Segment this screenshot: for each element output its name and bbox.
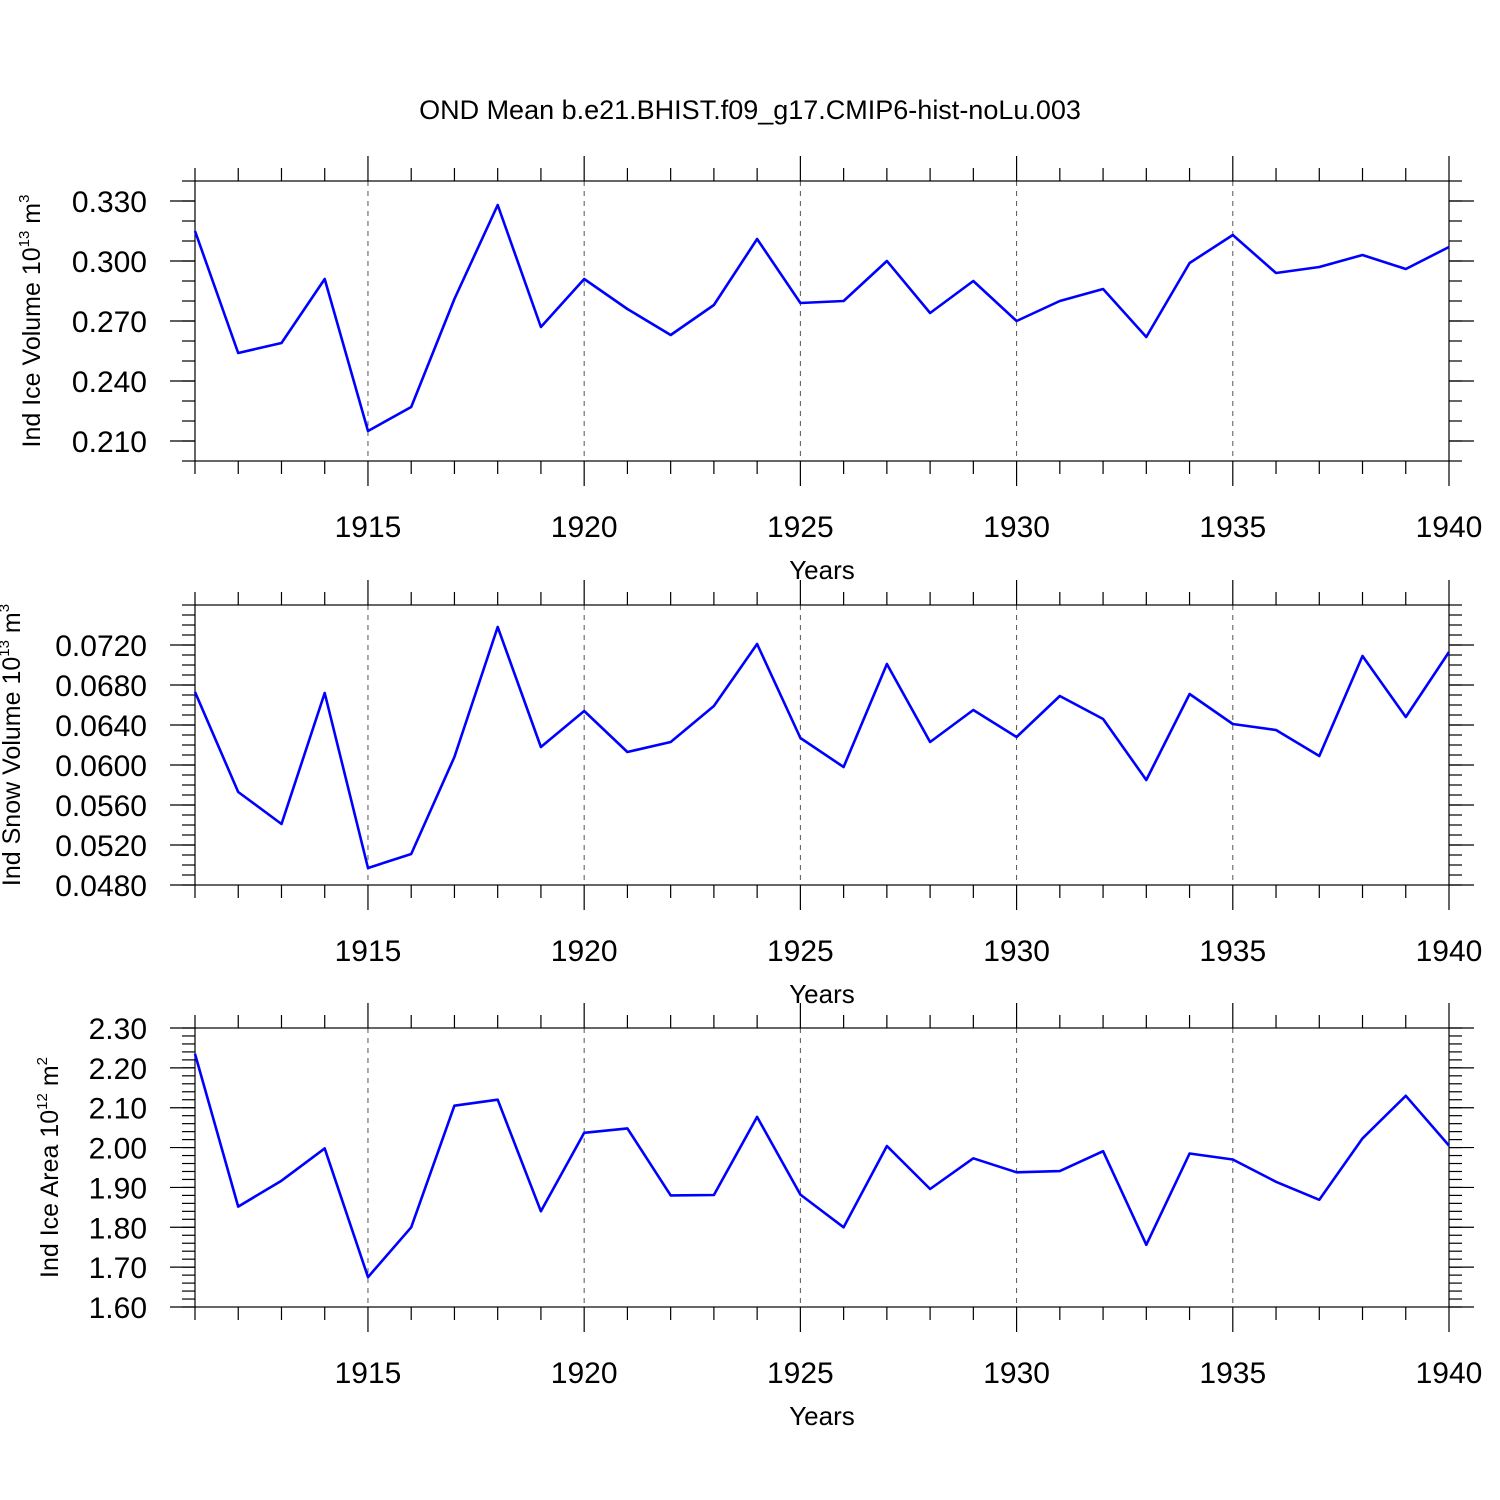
plot-frame: [194, 1027, 1450, 1308]
y-axis-label-exponent: 13: [16, 231, 33, 248]
y-tick-label: 1.90: [89, 1172, 147, 1205]
x-tick-label: 1915: [335, 1357, 402, 1390]
y-axis-label-unit: m: [0, 612, 26, 640]
y-axis-label-exponent: 13: [0, 640, 13, 657]
x-tick-label: 1935: [1199, 1357, 1266, 1390]
y-tick-label: 1.60: [89, 1292, 147, 1325]
plot-frame: [194, 180, 1450, 462]
data-series-line: [193, 1053, 1450, 1279]
x-tick-label: 1920: [551, 1357, 618, 1390]
y-axis-label-main: Ind Snow Volume 10: [0, 657, 26, 886]
y-axis-label-main: Ind Ice Volume 10: [18, 247, 46, 447]
y-tick-label: 0.0600: [55, 750, 147, 783]
x-tick-label: 1925: [767, 511, 834, 544]
x-tick-label: 1925: [767, 1357, 834, 1390]
x-tick-label: 1930: [983, 1357, 1050, 1390]
y-tick-label: 1.80: [89, 1212, 147, 1245]
x-axis-label: Years: [789, 555, 855, 585]
x-tick-label: 1930: [983, 935, 1050, 968]
x-tick-label: 1935: [1199, 511, 1266, 544]
panel-1: 0.210 0.240 0.270 0.300 0.330 1915 1920 1925 193…: [16, 156, 1482, 585]
y-tick-label: 0.240: [72, 366, 147, 399]
x-axis-label: Years: [789, 1401, 855, 1431]
y-axis-label-unit-exponent: 3: [16, 195, 33, 203]
x-tick-label: 1930: [983, 511, 1050, 544]
y-tick-label: 0.0680: [55, 670, 147, 703]
y-axis-label-unit: m: [36, 1065, 64, 1093]
x-tick-label: 1915: [335, 935, 402, 968]
x-tick-label: 1920: [551, 511, 618, 544]
y-tick-label: 0.0720: [55, 630, 147, 663]
y-tick-label: 0.270: [72, 306, 147, 339]
y-tick-label: 0.330: [72, 186, 147, 219]
x-tick-label: 1935: [1199, 935, 1266, 968]
x-tick-label: 1915: [335, 511, 402, 544]
x-tick-label: 1940: [1416, 511, 1483, 544]
x-tick-label: 1925: [767, 935, 834, 968]
y-tick-label: 0.0640: [55, 710, 147, 743]
y-axis-label-unit-exponent: 3: [0, 604, 13, 612]
figure-title: OND Mean b.e21.BHIST.f09_g17.CMIP6-hist-…: [419, 95, 1081, 125]
data-series-line: [193, 203, 1450, 433]
x-axis-label: Years: [789, 979, 855, 1009]
y-axis-label: Ind Snow Volume 1013 m3: [0, 604, 26, 886]
x-tick-label: 1940: [1416, 1357, 1483, 1390]
y-tick-label: 0.0560: [55, 790, 147, 823]
data-series-line: [193, 625, 1451, 870]
y-axis-label: Ind Ice Area 1012 m2: [34, 1057, 64, 1278]
y-tick-label: 2.20: [89, 1053, 147, 1086]
y-tick-label: 0.0520: [55, 830, 147, 863]
y-tick-label: 2.30: [89, 1013, 147, 1046]
y-tick-label: 0.0480: [55, 870, 147, 903]
y-axis-label: Ind Ice Volume 1013 m3: [16, 195, 46, 448]
x-tick-label: 1940: [1416, 935, 1483, 968]
y-tick-label: 0.300: [72, 246, 147, 279]
y-axis-label-exponent: 12: [34, 1093, 51, 1110]
y-axis-label-unit-exponent: 2: [34, 1057, 51, 1065]
x-tick-label: 1920: [551, 935, 618, 968]
panel-2: 0.0480 0.0520 0.0560 0.0600 0.0640 0.0680 0.07…: [0, 580, 1482, 1009]
plot-frame: [194, 604, 1450, 886]
y-tick-label: 1.70: [89, 1252, 147, 1285]
y-tick-label: 0.210: [72, 426, 147, 459]
y-axis-label-main: Ind Ice Area 10: [36, 1110, 64, 1278]
panel-3: 1.60 1.70 1.80 1.90 2.00 2.10 2.20 2.30 1915 1920…: [34, 1003, 1482, 1431]
y-tick-label: 2.00: [89, 1133, 147, 1166]
y-axis-label-unit: m: [18, 203, 46, 231]
y-tick-label: 2.10: [89, 1093, 147, 1126]
